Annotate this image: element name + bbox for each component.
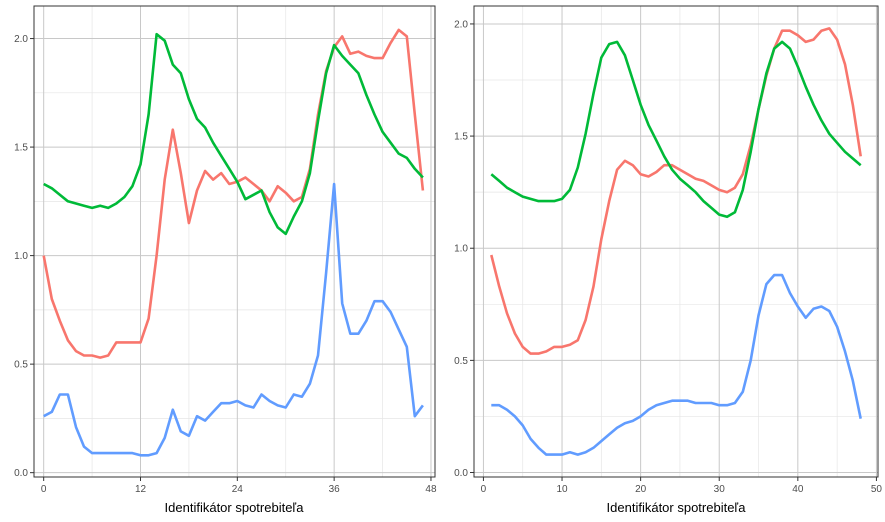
y-tick-label: 1.0 xyxy=(454,244,468,255)
x-tick-label: 10 xyxy=(556,484,568,495)
x-tick-label: 30 xyxy=(714,484,726,495)
x-tick-label: 12 xyxy=(135,484,147,495)
y-tick-label: 0.5 xyxy=(454,356,468,367)
series-line-1 xyxy=(42,28,425,359)
panel-border xyxy=(473,5,879,478)
x-tick-label: 48 xyxy=(425,484,437,495)
y-tick-label: 2.0 xyxy=(14,34,28,45)
x-tick-label: 40 xyxy=(792,484,804,495)
chart-panel-left: 0 12 24 36 48 0.0 0.5 1.0 1.5 2.0 Identifikátor sp… xyxy=(14,5,437,515)
x-tick-label: 0 xyxy=(41,484,47,495)
x-tick-label: 20 xyxy=(635,484,647,495)
panel-border xyxy=(33,5,436,478)
x-tick-label: 36 xyxy=(329,484,341,495)
y-tick-label: 0.0 xyxy=(454,468,468,479)
series-line-2 xyxy=(490,40,862,219)
y-tick-label: 0.5 xyxy=(14,360,28,371)
chart-panel-right: 0 10 20 30 40 50 0.0 0.5 1.0 1.5 2.0 Identifikátor … xyxy=(454,5,883,515)
series-line-3 xyxy=(43,182,424,457)
y-tick-label: 1.0 xyxy=(14,251,28,262)
x-tick-label: 50 xyxy=(871,484,883,495)
y-tick-label: 0.0 xyxy=(14,468,28,479)
x-axis-title: Identifikátor spotrebiteľa xyxy=(165,500,305,515)
series-line-1 xyxy=(490,27,862,355)
series-line-2 xyxy=(43,32,424,236)
x-axis-title: Identifikátor spotrebiteľa xyxy=(607,500,747,515)
y-tick-label: 1.5 xyxy=(14,143,28,154)
x-tick-label: 0 xyxy=(481,484,487,495)
series-line-3 xyxy=(491,273,862,456)
y-tick-label: 2.0 xyxy=(454,19,468,30)
y-tick-label: 1.5 xyxy=(454,132,468,143)
x-tick-label: 24 xyxy=(232,484,244,495)
